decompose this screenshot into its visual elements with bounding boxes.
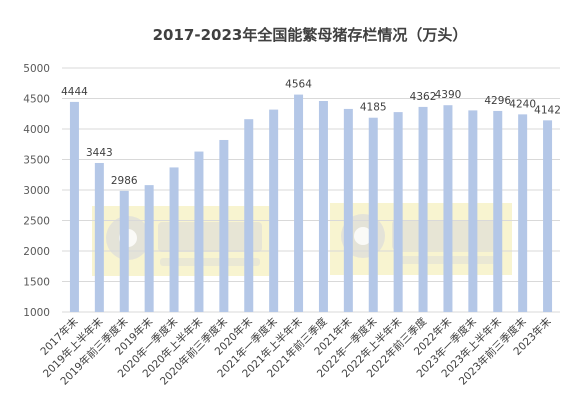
bar (368, 117, 378, 312)
y-tick-label: 1500 (23, 277, 50, 289)
data-label: 4444 (61, 86, 88, 98)
data-label: 4142 (534, 104, 561, 116)
bar (543, 120, 553, 312)
x-axis: 2017年末2019年上半年末2019年前三季度末2019年末2020年一季度末… (38, 315, 554, 388)
bar (443, 105, 453, 313)
chart-title: 2017-2023年全国能繁母猪存栏情况（万头） (153, 26, 468, 44)
bar (144, 185, 154, 312)
bar (493, 110, 503, 312)
data-label: 3443 (86, 147, 113, 159)
bar (418, 106, 428, 312)
data-label: 4240 (509, 98, 536, 110)
y-tick-label: 3000 (23, 185, 50, 197)
bar (219, 139, 229, 312)
bar (318, 101, 328, 312)
y-tick-label: 2000 (23, 246, 50, 258)
bar (119, 190, 129, 312)
bar (468, 110, 478, 313)
bar (94, 162, 104, 312)
y-tick-label: 4500 (23, 94, 50, 106)
data-label: 4185 (360, 102, 387, 114)
y-tick-label: 4000 (23, 124, 50, 136)
y-tick-label: 1000 (23, 307, 50, 319)
data-label: 4390 (435, 89, 462, 101)
data-label: 4362 (410, 91, 437, 103)
bar (393, 112, 403, 312)
bar (244, 119, 254, 312)
y-axis: 1000 1500 2000 2500 3000 3500 4000 4500 5000 (23, 63, 50, 319)
data-label: 4296 (484, 95, 511, 107)
bar (269, 109, 279, 313)
bars (69, 94, 553, 313)
bar (69, 101, 79, 312)
bar (343, 108, 353, 312)
data-label: 2986 (111, 175, 138, 187)
bar (169, 167, 179, 312)
y-tick-label: 3500 (23, 155, 50, 167)
bar (518, 114, 528, 312)
bar (294, 94, 304, 312)
y-tick-label: 2500 (23, 216, 50, 228)
data-label: 4564 (285, 79, 312, 91)
y-tick-label: 5000 (23, 63, 50, 75)
bar (194, 151, 204, 312)
